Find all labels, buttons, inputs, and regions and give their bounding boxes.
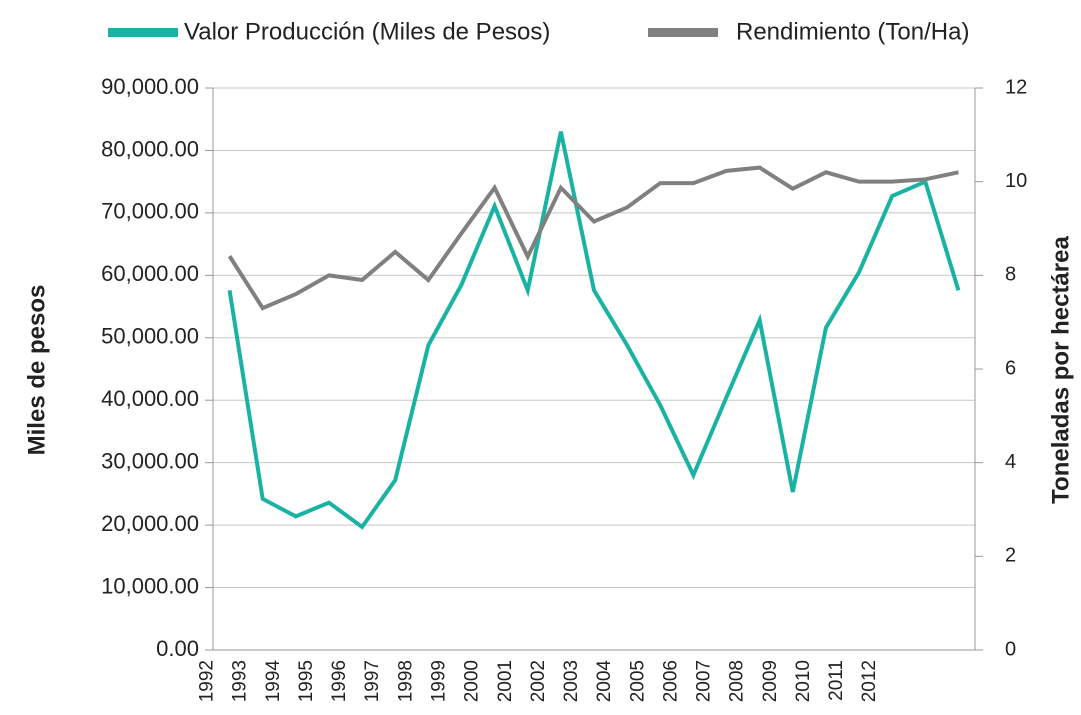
y-tick-label: 20,000.00 <box>101 511 199 536</box>
y-tick-label: 90,000.00 <box>101 74 199 99</box>
y2-tick-label: 12 <box>1005 76 1027 98</box>
y2-tick-label: 2 <box>1005 545 1016 567</box>
x-tick-label: 2005 <box>627 660 648 702</box>
x-tick-label: 2010 <box>793 660 814 702</box>
y2-axis-title: Toneladas por hectárea <box>1047 236 1074 504</box>
legend-label: Rendimiento (Ton/Ha) <box>736 18 969 45</box>
y2-tick-label: 0 <box>1005 638 1016 660</box>
legend-swatch <box>108 28 178 37</box>
x-tick-label: 2008 <box>727 660 748 702</box>
y-tick-label: 40,000.00 <box>101 386 199 411</box>
x-tick-label: 2003 <box>561 660 582 702</box>
y2-tick-label: 4 <box>1005 451 1016 473</box>
y2-tick-label: 8 <box>1005 264 1016 286</box>
x-tick-label: 2011 <box>826 660 847 701</box>
x-tick-label: 2006 <box>660 660 681 702</box>
x-tick-label: 1998 <box>395 660 416 702</box>
x-tick-label: 1993 <box>230 660 251 702</box>
series-line <box>227 131 961 530</box>
x-tick-label: 1992 <box>197 660 218 702</box>
x-tick-label: 1994 <box>263 660 284 703</box>
x-tick-label: 2000 <box>462 660 483 702</box>
y-tick-label: 70,000.00 <box>101 199 199 224</box>
y-tick-label: 80,000.00 <box>101 136 199 161</box>
y-tick-label: 0.00 <box>156 636 199 661</box>
legend-swatch <box>648 28 718 37</box>
y-tick-label: 60,000.00 <box>101 261 199 286</box>
y2-tick-label: 6 <box>1005 357 1016 379</box>
x-tick-label: 2001 <box>495 660 516 702</box>
y-tick-label: 50,000.00 <box>101 324 199 349</box>
x-tick-label: 1996 <box>329 660 350 702</box>
x-tick-label: 1999 <box>428 660 449 702</box>
legend-label: Valor Producción (Miles de Pesos) <box>184 18 550 45</box>
series-line <box>227 165 959 311</box>
y-tick-label: 10,000.00 <box>101 573 199 598</box>
y2-tick-label: 10 <box>1005 170 1027 192</box>
x-tick-label: 2002 <box>528 660 549 702</box>
y-tick-label: 30,000.00 <box>101 448 199 473</box>
x-tick-label: 2012 <box>859 660 880 702</box>
x-tick-label: 1995 <box>296 660 317 702</box>
y-axis-title: Miles de pesos <box>23 285 50 456</box>
x-tick-label: 2007 <box>694 660 715 702</box>
x-tick-label: 2004 <box>594 660 615 703</box>
x-tick-label: 2009 <box>760 660 781 702</box>
x-tick-label: 1997 <box>362 660 383 702</box>
